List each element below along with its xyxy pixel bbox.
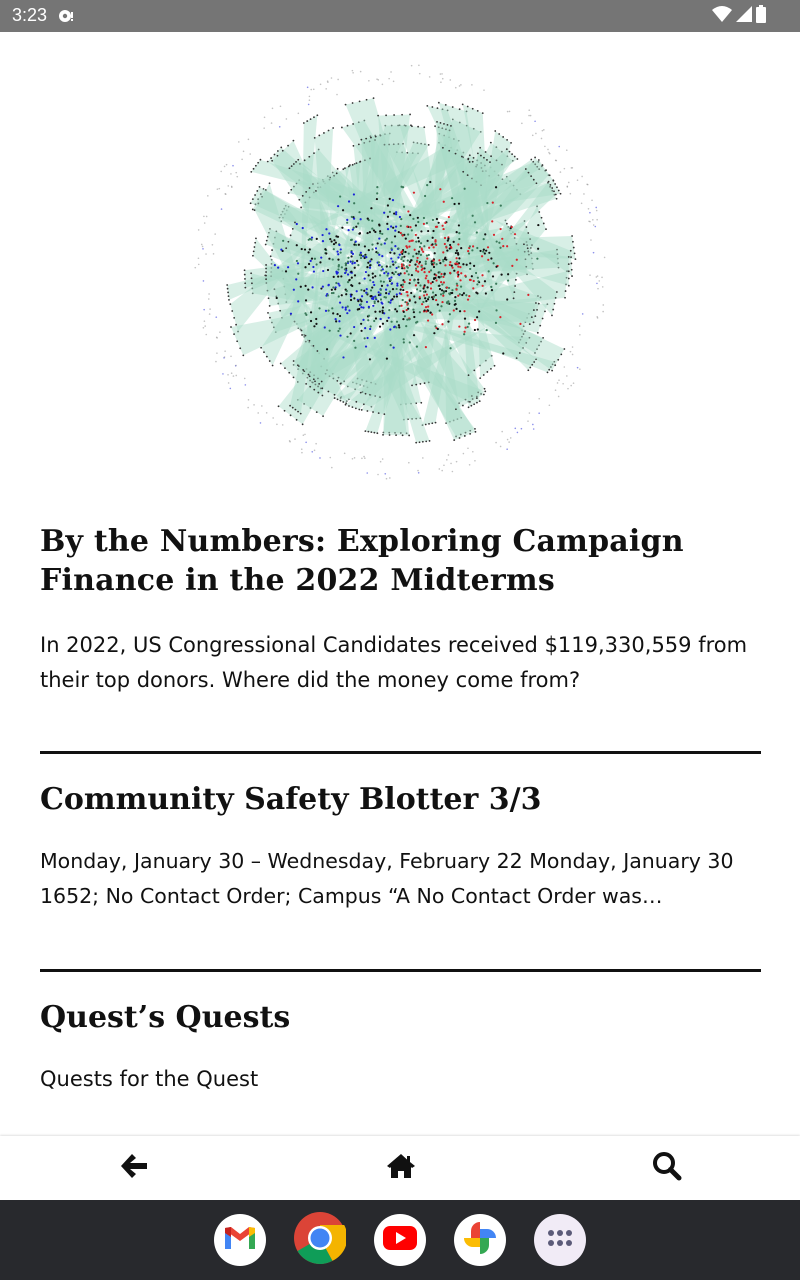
back-button[interactable] xyxy=(114,1148,154,1188)
app-drawer-icon xyxy=(547,1229,573,1251)
status-icons xyxy=(712,5,766,27)
home-icon xyxy=(386,1153,416,1183)
article-card[interactable]: Quest’s Quests Quests for the Quest xyxy=(40,998,760,1097)
youtube-app[interactable] xyxy=(374,1214,426,1266)
gmail-icon xyxy=(223,1225,257,1255)
home-button[interactable] xyxy=(381,1148,421,1188)
app-drawer-button[interactable] xyxy=(534,1214,586,1266)
app-dock xyxy=(0,1200,800,1280)
status-bar: 3:23 xyxy=(0,0,800,32)
article-list[interactable]: By the Numbers: Exploring Campaign Finan… xyxy=(0,32,800,1136)
article-excerpt: Quests for the Quest xyxy=(40,1067,259,1091)
network-graph-image[interactable] xyxy=(190,60,610,484)
article-title[interactable]: Quest’s Quests xyxy=(40,1000,291,1035)
article-excerpt: In 2022, US Congressional Candidates rec… xyxy=(40,633,748,692)
back-arrow-icon xyxy=(119,1152,149,1184)
divider xyxy=(40,969,761,972)
divider xyxy=(40,751,761,754)
search-icon xyxy=(652,1151,682,1185)
wifi-icon xyxy=(712,5,732,27)
bottom-navigation xyxy=(0,1136,800,1200)
youtube-icon xyxy=(383,1226,417,1254)
gmail-app[interactable] xyxy=(214,1214,266,1266)
signal-icon xyxy=(736,5,752,27)
battery-icon xyxy=(756,5,766,27)
chrome-app[interactable] xyxy=(294,1212,348,1268)
article-card[interactable]: Community Safety Blotter 3/3 Monday, Jan… xyxy=(40,780,760,914)
article-excerpt: Monday, January 30 – Wednesday, February… xyxy=(40,849,734,908)
notification-icon xyxy=(58,8,76,24)
chrome-icon xyxy=(294,1212,348,1268)
article-card[interactable]: By the Numbers: Exploring Campaign Finan… xyxy=(40,522,760,698)
search-button[interactable] xyxy=(647,1148,687,1188)
photos-app[interactable] xyxy=(454,1214,506,1266)
article-title[interactable]: Community Safety Blotter 3/3 xyxy=(40,782,542,817)
article-title[interactable]: By the Numbers: Exploring Campaign Finan… xyxy=(40,524,684,598)
photos-icon xyxy=(462,1220,498,1260)
status-time: 3:23 xyxy=(12,5,48,25)
